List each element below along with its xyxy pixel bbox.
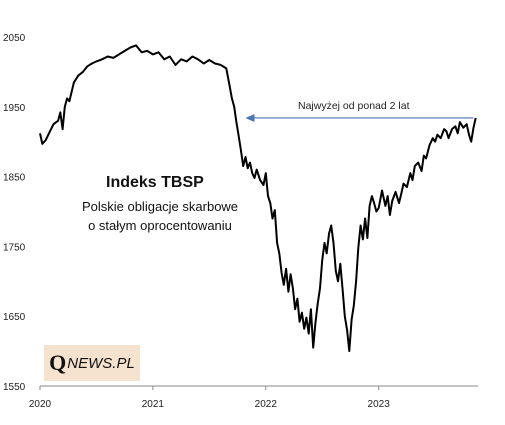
x-axis-ticks: 2020 2021 2022 2023 bbox=[29, 386, 390, 410]
y-tick-label: 1550 bbox=[3, 382, 26, 393]
annotation-arrow-head bbox=[245, 113, 255, 122]
y-tick-label: 1650 bbox=[3, 312, 26, 323]
x-tick-label: 2020 bbox=[29, 399, 52, 410]
y-tick-label: 1850 bbox=[3, 173, 26, 184]
logo-qnews: Q NEWS.PL bbox=[44, 345, 140, 381]
y-tick-label: 1950 bbox=[3, 103, 26, 114]
x-tick-label: 2022 bbox=[255, 399, 278, 410]
series-line-tbsp bbox=[39, 44, 477, 353]
chart-title: Indeks TBSP bbox=[106, 174, 204, 191]
chart-subtitle-line-2: o stałym oprocentowaniu bbox=[88, 218, 232, 233]
chart-subtitle-line-1: Polskie obligacje skarbowe bbox=[81, 199, 239, 214]
x-tick-label: 2023 bbox=[368, 399, 391, 410]
y-tick-label: 2050 bbox=[3, 33, 26, 44]
x-tick-label: 2021 bbox=[142, 399, 165, 410]
annotation-label: Najwyżej od ponad 2 lat bbox=[298, 100, 410, 112]
annotation-arrow bbox=[245, 113, 474, 122]
y-axis-ticks: 1550 1650 1750 1850 1950 2050 bbox=[3, 33, 26, 393]
y-tick-label: 1750 bbox=[3, 242, 26, 253]
